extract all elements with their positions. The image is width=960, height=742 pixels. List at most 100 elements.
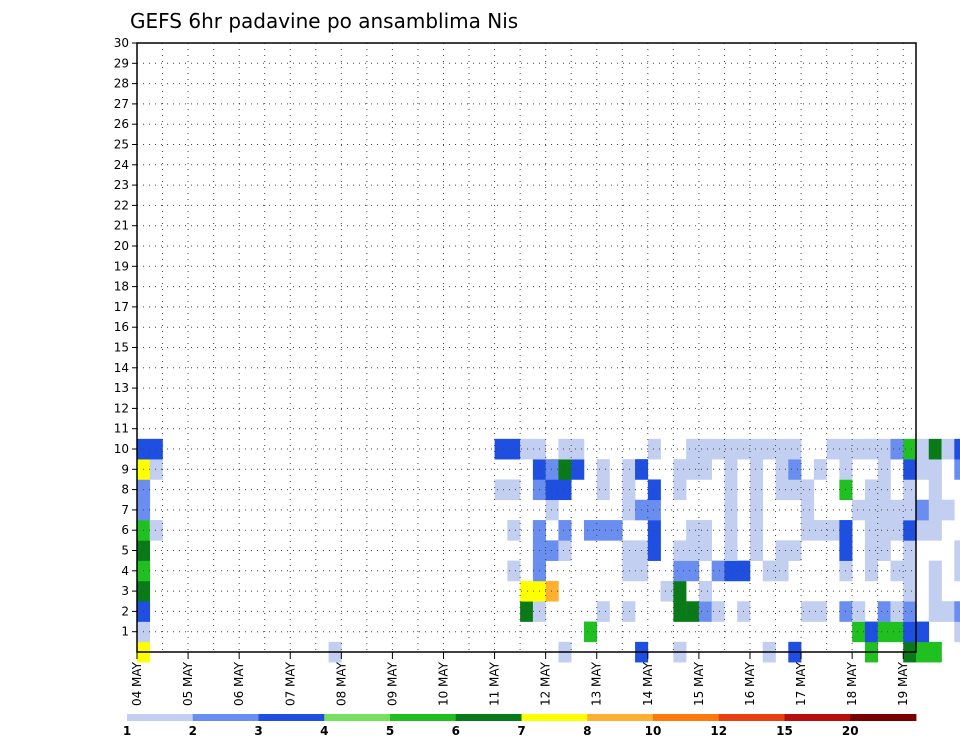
data-cell <box>813 459 827 480</box>
data-cell <box>762 438 776 460</box>
data-cell <box>775 560 789 582</box>
data-cell <box>622 459 636 480</box>
data-cell <box>558 459 572 480</box>
data-cell <box>903 499 917 521</box>
data-cell <box>149 520 163 541</box>
data-cell <box>877 601 891 622</box>
data-cell <box>507 479 521 501</box>
data-cell <box>583 520 598 541</box>
data-cell <box>788 479 802 501</box>
data-cell <box>724 438 738 460</box>
data-cell <box>494 438 508 460</box>
x-tick-label: 08 MAY <box>334 661 348 706</box>
data-cell <box>941 499 955 521</box>
data-cell <box>928 520 942 541</box>
data-cell <box>749 520 764 541</box>
data-cell <box>596 459 610 480</box>
y-tick-label: 21 <box>114 219 129 233</box>
x-tick-label: 12 MAY <box>539 661 553 706</box>
data-cell <box>686 438 700 460</box>
data-cell <box>890 520 904 541</box>
data-cell <box>801 520 815 541</box>
y-tick-label: 1 <box>121 625 129 639</box>
data-cell <box>494 479 508 501</box>
data-cell <box>954 459 960 480</box>
data-cell <box>647 438 661 460</box>
data-cell <box>622 601 636 622</box>
data-cell <box>890 499 904 521</box>
data-cell <box>788 438 802 460</box>
data-cell <box>507 560 521 582</box>
data-cell <box>711 560 725 582</box>
data-cell <box>686 459 700 480</box>
cells-layer <box>137 438 960 663</box>
data-cell <box>916 621 930 643</box>
data-cell <box>864 520 878 541</box>
y-tick-label: 26 <box>114 117 129 131</box>
data-cell <box>903 601 917 622</box>
data-cell <box>571 459 585 480</box>
data-cell <box>558 438 572 460</box>
data-cell <box>596 479 610 501</box>
x-tick-label: 13 MAY <box>590 661 604 706</box>
y-tick-label: 2 <box>121 604 129 618</box>
data-cell <box>903 459 917 480</box>
data-cell <box>622 479 636 501</box>
colorbar-label: 8 <box>583 724 591 738</box>
y-tick-label: 16 <box>114 320 129 334</box>
data-cell <box>711 438 725 460</box>
data-cell <box>698 459 712 480</box>
data-cell <box>954 621 960 643</box>
data-cell <box>583 621 598 643</box>
y-tick-label: 22 <box>114 198 129 212</box>
colorbar-label: 12 <box>710 724 727 738</box>
x-tick-label: 04 MAY <box>130 661 144 706</box>
data-cell <box>903 479 917 501</box>
data-cell <box>954 601 960 622</box>
data-cell <box>864 499 878 521</box>
x-tick-label: 06 MAY <box>232 661 246 706</box>
colorbar-swatch <box>850 714 917 721</box>
data-cell <box>864 479 878 501</box>
colorbar-swatch <box>718 714 785 721</box>
data-cell <box>749 479 764 501</box>
data-cell <box>558 540 572 561</box>
data-cell <box>558 479 572 501</box>
colorbar-swatch <box>521 714 588 721</box>
data-cell <box>903 560 917 582</box>
colorbar-swatch <box>784 714 851 721</box>
y-tick-label: 29 <box>114 56 129 70</box>
data-cell <box>916 499 930 521</box>
data-cell <box>545 459 559 480</box>
data-cell <box>916 438 930 460</box>
data-cell <box>673 560 687 582</box>
x-tick-label: 16 MAY <box>743 661 757 706</box>
y-tick-label: 10 <box>114 442 129 456</box>
data-cell <box>801 479 815 501</box>
data-cell <box>698 540 712 561</box>
data-cell <box>954 560 960 582</box>
data-cell <box>660 580 674 602</box>
y-tick-label: 28 <box>114 77 129 91</box>
colorbar-label: 4 <box>320 724 328 738</box>
colorbar: 1 2 3 4 5 6 7 8 10 12 15 20 <box>123 714 917 738</box>
y-tick-label: 13 <box>114 381 129 395</box>
x-axis: 04 MAY 05 MAY 06 MAY 07 MAY 08 MAY 09 MAY 10 M… <box>130 652 910 706</box>
data-cell <box>941 601 955 622</box>
y-tick-label: 14 <box>114 361 129 375</box>
colorbar-swatch <box>192 714 259 721</box>
data-cell <box>698 520 712 541</box>
data-cell <box>673 540 687 561</box>
y-tick-label: 23 <box>114 178 129 192</box>
data-cell <box>801 601 815 622</box>
data-cell <box>813 601 827 622</box>
data-cell <box>903 438 917 460</box>
data-cell <box>864 560 878 582</box>
y-tick-label: 3 <box>121 584 129 598</box>
data-cell <box>775 540 789 561</box>
data-cell <box>622 540 636 561</box>
data-cell <box>711 601 725 622</box>
data-cell <box>724 520 738 541</box>
colorbar-swatch <box>258 714 325 721</box>
